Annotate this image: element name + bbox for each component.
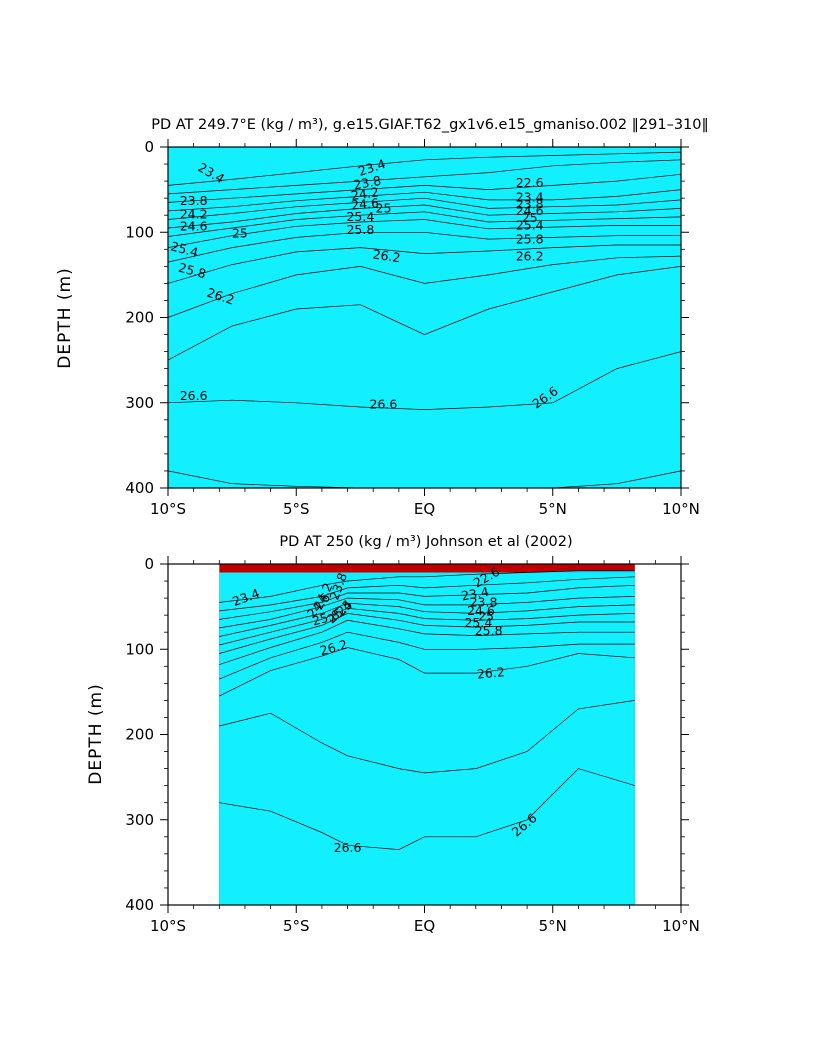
chart-panel-model: PD AT 249.7°E (kg / m³), g.e15.GIAF.T62_… (55, 117, 709, 518)
contour-line (219, 570, 635, 603)
contour-label: 25.4 (464, 615, 492, 630)
y-tick-label: 300 (125, 811, 154, 829)
contour-label: 26.2 (516, 248, 544, 263)
contour-label: 23.8 (516, 196, 544, 211)
y-axis: 0 100 200 300 400 (125, 555, 689, 914)
contour-line (219, 619, 635, 665)
x-axis: 10°S 5°S EQ 5°N 10°N (150, 139, 700, 518)
contour-label: 24.2 (180, 207, 208, 222)
contour-line (167, 151, 682, 186)
contour-line (219, 613, 635, 654)
contour-line (219, 631, 635, 680)
contour-line (167, 219, 681, 248)
contour-label: 24.6 (180, 219, 208, 234)
contour-label: 24.6 (467, 603, 495, 618)
contour-label: 25 (376, 201, 392, 216)
x-tick-label: 5°N (539, 917, 567, 935)
x-tick-label: 10°S (150, 500, 186, 518)
contour-label: 25.4 (346, 209, 374, 224)
y-tick-label: 100 (125, 640, 154, 658)
contour-line (167, 173, 682, 203)
contour-line-layer (167, 151, 682, 489)
contour-line (219, 576, 635, 612)
contour-line-layer (219, 570, 635, 906)
contour-label: 26.2 (476, 664, 505, 681)
x-tick-label: EQ (414, 917, 435, 935)
contour-label: 25 (478, 608, 494, 623)
y-tick-label: 400 (125, 896, 154, 914)
chart-panel-observations: PD AT 250 (kg / m³) Johnson et al (2002)… (86, 534, 700, 935)
y-axis-label: DEPTH (m) (55, 267, 75, 368)
y-tick-label: 0 (144, 555, 154, 573)
contour-label: 26.6 (180, 388, 208, 403)
chart-title: PD AT 250 (kg / m³) Johnson et al (2002) (279, 534, 572, 550)
contour-line (167, 255, 682, 318)
contour-line (167, 159, 682, 195)
y-tick-label: 0 (144, 138, 154, 156)
y-tick-label: 400 (125, 479, 154, 497)
contour-label: 23.8 (470, 595, 498, 610)
x-tick-label: 10°N (662, 500, 700, 518)
contour-label: 25.8 (310, 607, 341, 629)
contour-line (167, 189, 682, 212)
y-tick-label: 100 (125, 223, 154, 241)
x-tick-label: 10°S (150, 917, 186, 935)
contour-line (219, 768, 635, 850)
contour-label: 25.8 (475, 623, 503, 638)
contour-label: 26.6 (370, 397, 398, 412)
y-axis: 0 100 200 300 400 (125, 138, 689, 497)
contour-line (219, 602, 635, 637)
x-tick-label: 5°S (283, 917, 310, 935)
contour-label: 23.4 (516, 190, 544, 205)
contour-label: 25.4 (516, 218, 544, 233)
contour-label-layer: 23.4 23.423.824.224.62525.425.826.223.824… (169, 156, 561, 412)
contour-line (219, 647, 635, 697)
y-tick-label: 200 (125, 726, 154, 744)
contour-line (167, 197, 682, 220)
contour-line (167, 231, 681, 263)
contour-line (219, 584, 635, 620)
contour-label: 22.6 (516, 175, 544, 190)
contour-line (167, 211, 682, 237)
x-tick-label: 5°N (539, 500, 567, 518)
contour-line (167, 244, 681, 284)
y-tick-label: 300 (125, 394, 154, 412)
chart-title: PD AT 249.7°E (kg / m³), g.e15.GIAF.T62_… (151, 117, 709, 133)
contour-label: 26.2 (318, 637, 349, 659)
x-tick-label: 5°S (283, 500, 310, 518)
contour-line (219, 607, 635, 646)
y-tick-label: 200 (125, 309, 154, 327)
contour-fill-layer (219, 564, 635, 905)
contour-label: 26.2 (372, 247, 402, 266)
contour-line (167, 204, 682, 229)
contour-label: 25 (522, 210, 538, 225)
x-axis: 10°S 5°S EQ 5°N 10°N (150, 556, 700, 935)
y-axis-label: DEPTH (m) (86, 683, 106, 784)
contour-label: 23.8 (180, 193, 208, 208)
contour-label: 25 (232, 225, 248, 240)
contour-fill-layer (168, 147, 681, 489)
contour-label: 25.8 (346, 222, 374, 237)
contour-label: 23.4 (460, 584, 490, 604)
contour-line (219, 596, 635, 629)
contour-line (219, 700, 635, 774)
contour-label: 24.6 (351, 195, 380, 212)
contour-label: 26.6 (334, 840, 362, 855)
contour-label: 24.2 (350, 184, 380, 203)
x-tick-label: EQ (414, 500, 435, 518)
x-tick-label: 10°N (662, 917, 700, 935)
contour-label: 25.4 (169, 238, 200, 260)
contour-label: 25.8 (177, 260, 208, 282)
contour-line (167, 351, 682, 410)
contour-label: 25.8 (516, 231, 544, 246)
contour-label: 24.6 (516, 203, 544, 218)
contour-label: 23.8 (352, 173, 382, 193)
contour-line (167, 266, 682, 361)
